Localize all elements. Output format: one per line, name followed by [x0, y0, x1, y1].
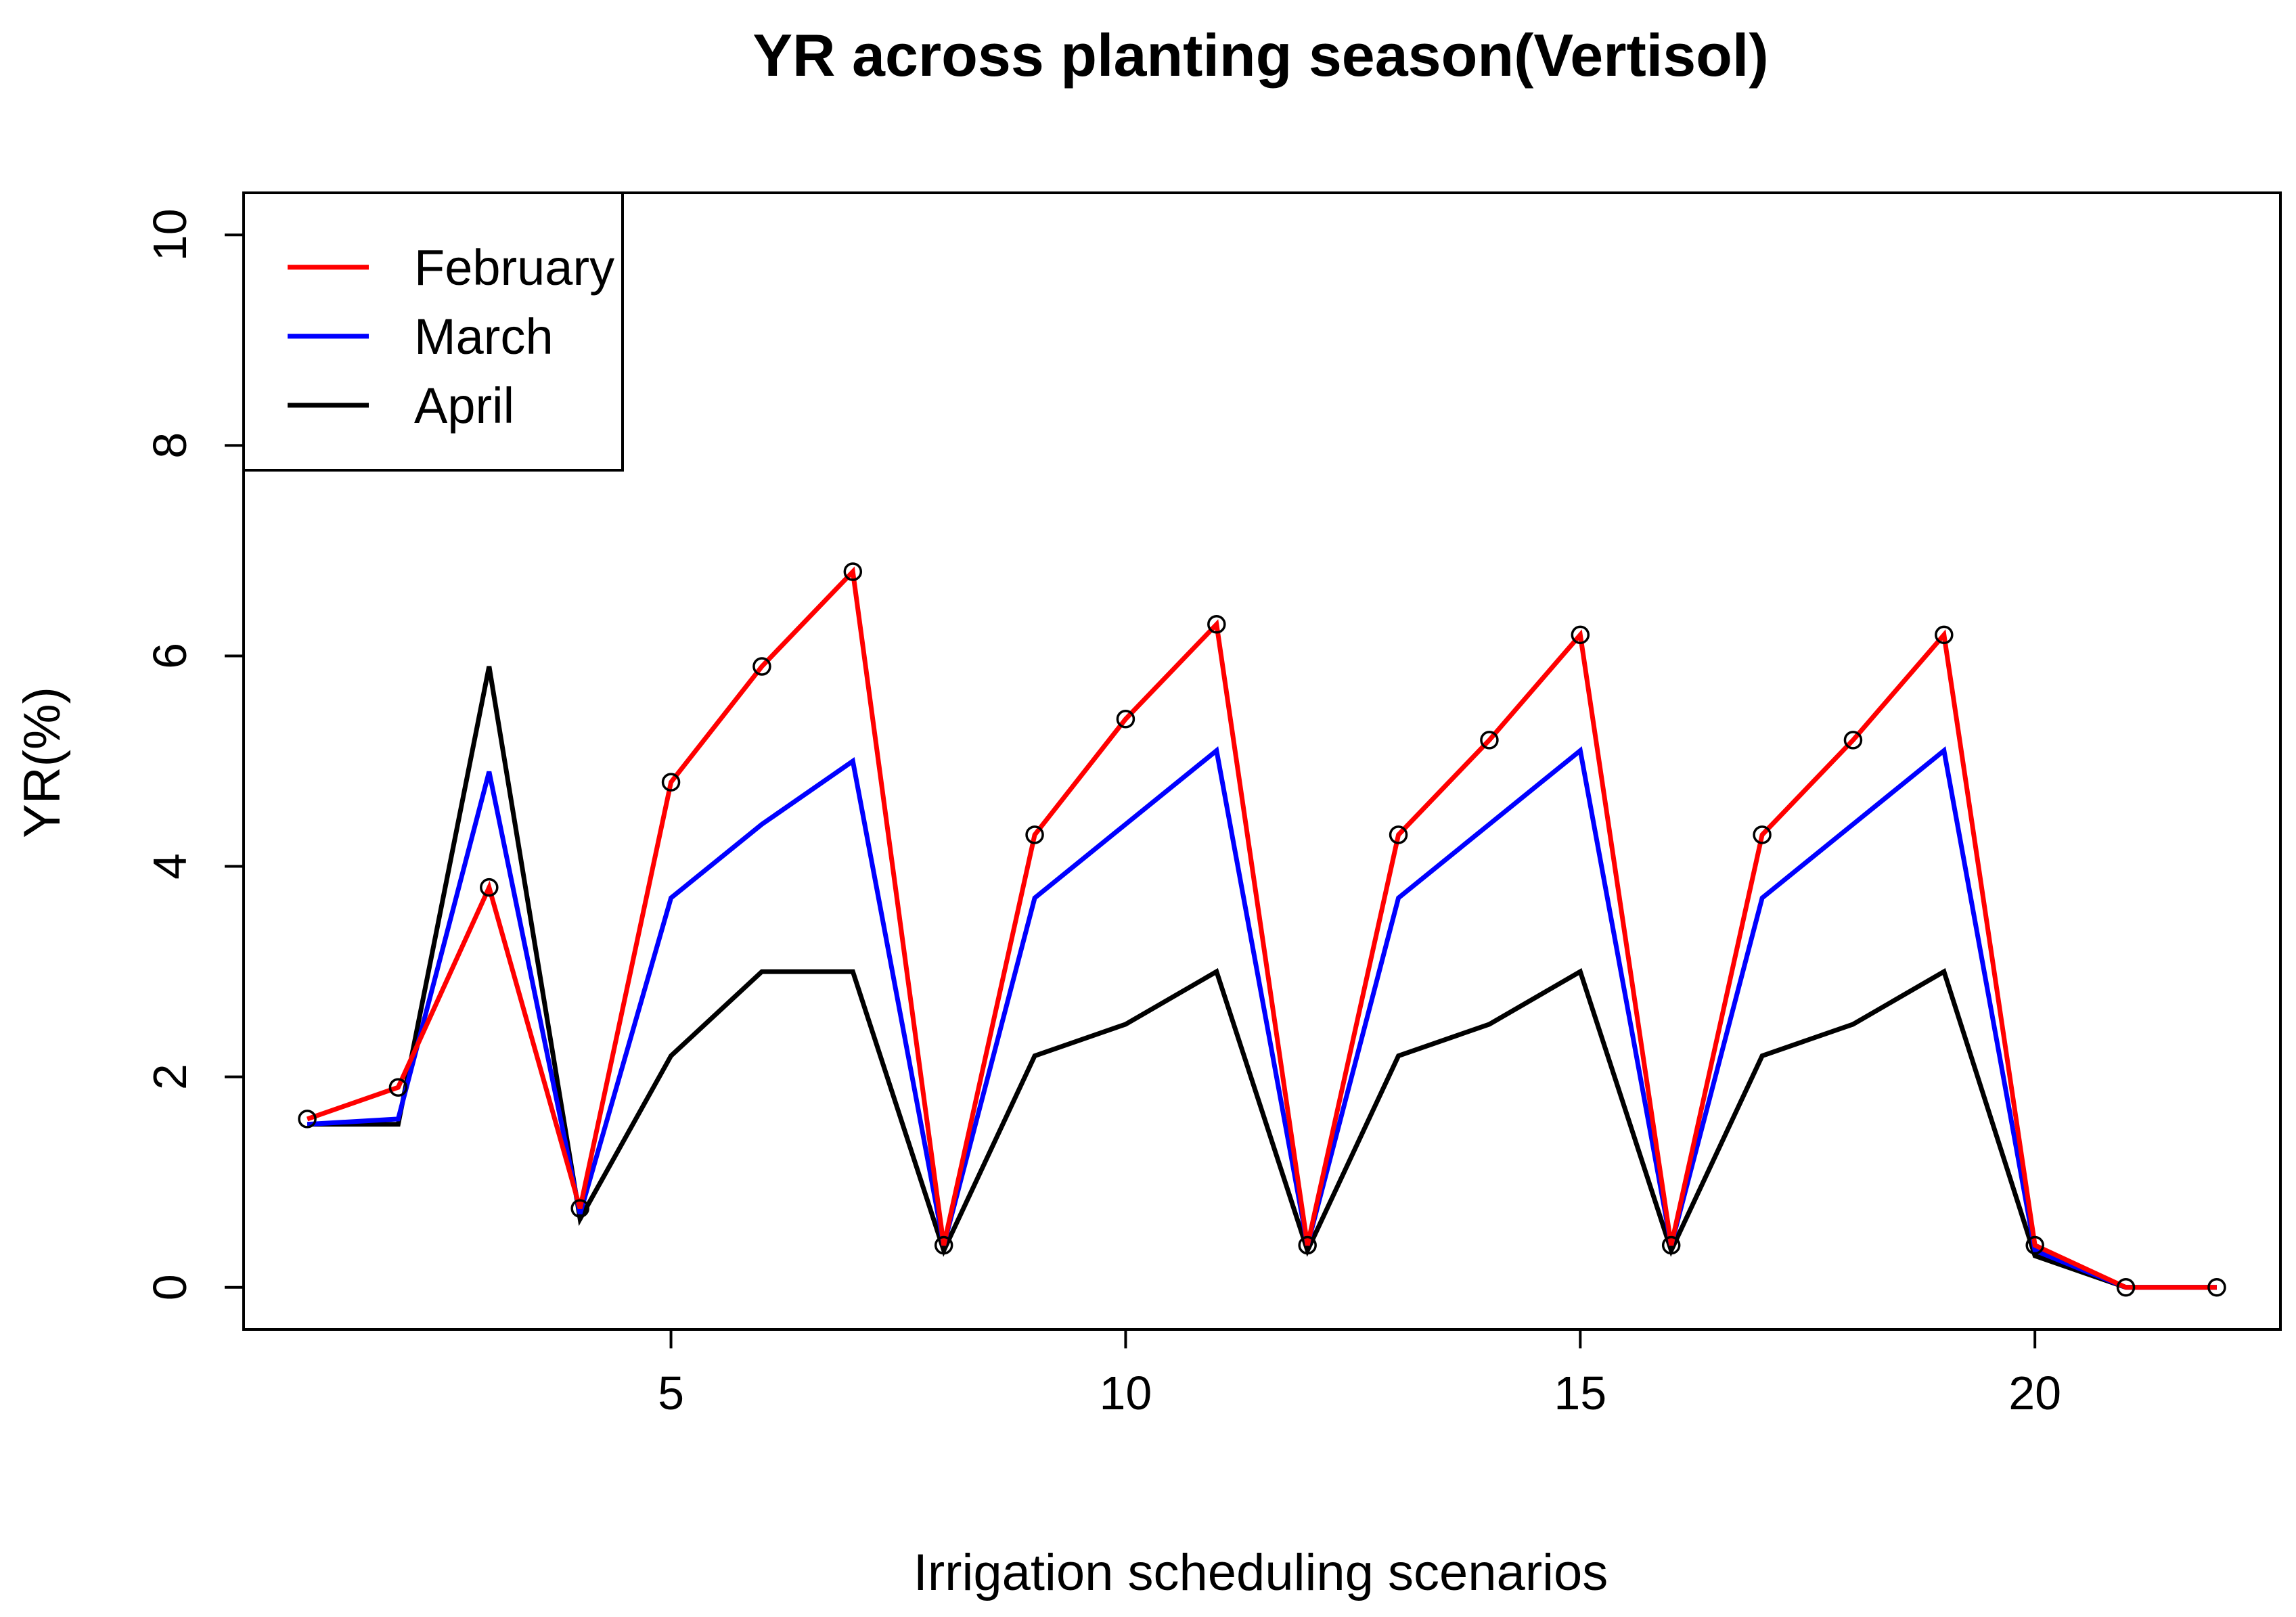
point-february-5	[661, 773, 681, 792]
legend-label-february: February	[414, 240, 614, 296]
point-february-18	[1843, 731, 1863, 750]
point-february-21	[2116, 1278, 2136, 1297]
point-february-6	[752, 657, 771, 676]
chart-title: YR across planting season(Vertisol)	[752, 22, 1768, 89]
legend: February March April	[242, 191, 624, 472]
x-axis-label: Irrigation scheduling scenarios	[914, 1544, 1608, 1601]
x-tick-label-15: 15	[1554, 1367, 1606, 1419]
point-february-4	[570, 1199, 589, 1218]
plot-frame	[242, 191, 2282, 1331]
point-february-1	[298, 1110, 317, 1129]
point-february-3	[480, 878, 499, 897]
y-axis-label: YR(%)	[14, 687, 71, 838]
point-february-13	[1389, 825, 1408, 844]
series-line-february	[306, 566, 2217, 1290]
x-tick-label-20: 20	[2008, 1367, 2061, 1419]
point-february-12	[1298, 1235, 1317, 1255]
series-line-march	[307, 746, 2217, 1290]
axis-layer: 5 10 15 20 0 2 4 6 8 10	[143, 208, 2061, 1419]
point-february-19	[1935, 625, 1954, 645]
point-february-22	[2207, 1278, 2226, 1297]
x-tick-label-5: 5	[658, 1367, 684, 1419]
point-february-17	[1753, 825, 1772, 844]
point-february-14	[1480, 731, 1499, 750]
point-february-20	[2025, 1235, 2044, 1255]
point-february-2	[388, 1078, 408, 1097]
point-february-16	[1661, 1235, 1681, 1255]
legend-box	[242, 191, 624, 472]
point-february-10	[1116, 710, 1135, 729]
point-february-7	[843, 562, 863, 581]
y-tick-label-0: 0	[143, 1274, 196, 1300]
y-tick-label-8: 8	[143, 432, 196, 459]
point-february-8	[934, 1235, 953, 1255]
legend-label-march: March	[414, 309, 554, 365]
point-february-15	[1571, 625, 1590, 645]
series-line-april	[307, 666, 2217, 1290]
x-tick-label-10: 10	[1100, 1367, 1152, 1419]
y-tick-label-10: 10	[143, 208, 196, 261]
point-february-11	[1207, 615, 1226, 634]
series-layer	[298, 562, 2226, 1297]
y-tick-label-6: 6	[143, 643, 196, 669]
point-february-9	[1025, 825, 1044, 844]
y-tick-label-2: 2	[143, 1064, 196, 1090]
y-tick-label-4: 4	[143, 853, 196, 880]
legend-label-april: April	[414, 378, 514, 434]
